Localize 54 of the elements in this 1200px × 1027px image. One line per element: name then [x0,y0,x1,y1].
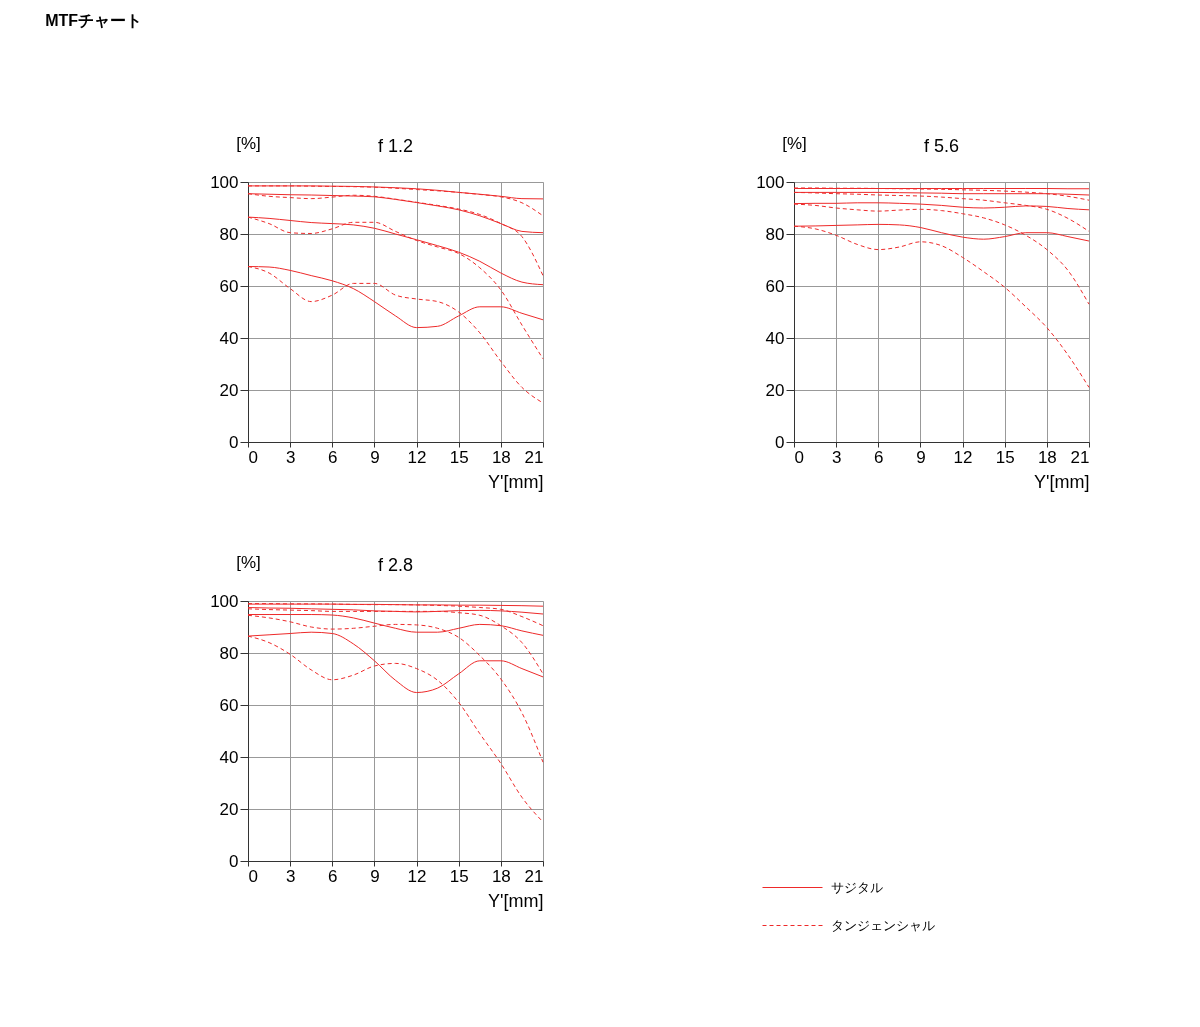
y-tick-label: 40 [765,328,785,348]
x-tick-label: 3 [285,866,296,886]
x-tick-label: 15 [449,866,469,886]
x-tick-label: 18 [491,866,511,886]
y-tick-label: 40 [219,747,239,767]
y-axis-title: [%] [236,552,261,572]
x-axis-title: Y'[mm] [488,471,544,492]
y-tick-label: 100 [210,172,239,192]
chart-title: f 1.2 [377,136,414,156]
x-tick-label: 0 [794,447,804,467]
x-tick-label: 12 [407,866,427,886]
y-tick-label: 20 [219,380,239,400]
y-axis-title: [%] [236,133,261,153]
y-tick-label: 0 [229,851,239,871]
y-axis-title: [%] [782,133,807,153]
x-tick-label: 6 [874,447,884,467]
x-tick-label: 15 [449,447,469,467]
x-tick-label: 6 [328,447,338,467]
y-tick-label: 0 [775,432,785,452]
y-tick-label: 0 [229,432,239,452]
y-tick-label: 60 [219,276,239,296]
x-tick-label: 9 [370,866,380,886]
x-tick-label: 6 [328,866,338,886]
x-tick-label: 12 [407,447,427,467]
y-tick-label: 60 [765,276,785,296]
x-tick-label: 21 [1070,447,1090,467]
y-tick-label: 100 [210,591,239,611]
y-tick-label: 80 [219,224,239,244]
x-axis-title: Y'[mm] [488,890,544,911]
x-tick-label: 12 [953,447,973,467]
y-tick-label: 20 [219,799,239,819]
x-tick-label: 21 [524,866,544,886]
chart-title: f 2.8 [377,555,414,575]
x-tick-label: 9 [370,447,380,467]
x-tick-label: 21 [524,447,544,467]
legend-label: タンジェンシャル [831,917,935,933]
x-tick-label: 15 [995,447,1015,467]
y-tick-label: 60 [219,695,239,715]
y-tick-label: 20 [765,380,785,400]
x-tick-label: 9 [916,447,926,467]
x-tick-label: 18 [491,447,511,467]
x-tick-label: 18 [1037,447,1057,467]
y-tick-label: 80 [219,643,239,663]
y-tick-label: 100 [756,172,785,192]
chart-title: f 5.6 [923,136,960,156]
x-tick-label: 3 [285,447,296,467]
y-tick-label: 40 [219,328,239,348]
x-tick-label: 0 [248,866,258,886]
text: MTFチャート [45,11,143,29]
x-tick-label: 3 [831,447,842,467]
x-axis-title: Y'[mm] [1034,471,1090,492]
y-tick-label: 80 [765,224,785,244]
legend-label: サジタル [831,879,883,895]
x-tick-label: 0 [248,447,258,467]
